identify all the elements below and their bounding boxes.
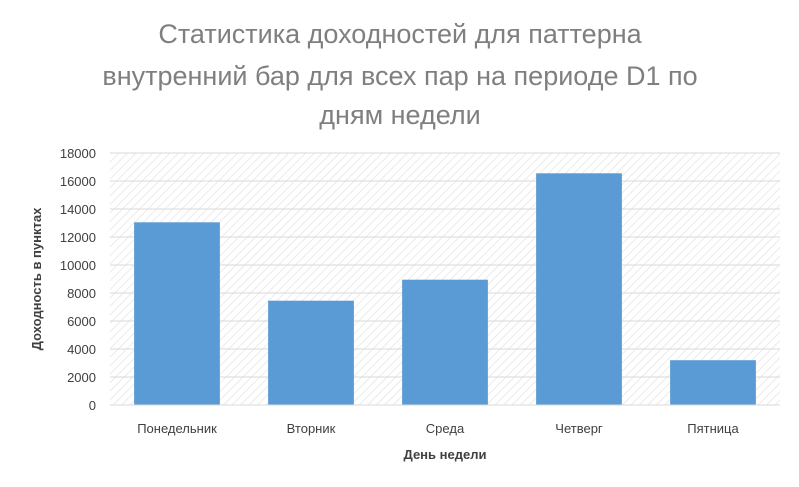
y-tick-label: 10000 — [60, 258, 96, 273]
x-tick-label: Пятница — [687, 421, 739, 436]
y-tick-label: 12000 — [60, 230, 96, 245]
y-tick-label: 4000 — [67, 342, 96, 357]
chart-title: Статистика доходностей для паттерна внут… — [102, 19, 697, 130]
y-tick-label: 6000 — [67, 314, 96, 329]
x-tick-label: Среда — [426, 421, 465, 436]
y-tick-label: 18000 — [60, 146, 96, 161]
bar — [134, 222, 220, 405]
x-axis-tick-labels: Понедельник Вторник Среда Четверг Пятница — [137, 421, 739, 436]
chart-title-line-2: внутренний бар для всех пар на периоде D… — [102, 61, 697, 91]
x-tick-label: Понедельник — [137, 421, 217, 436]
bars — [134, 173, 756, 405]
chart-title-line-3: дням недели — [319, 100, 480, 130]
y-tick-label: 8000 — [67, 286, 96, 301]
bar — [268, 300, 354, 405]
x-axis-label: День недели — [404, 447, 487, 462]
bar — [670, 360, 756, 405]
chart-title-line-1: Статистика доходностей для паттерна — [158, 19, 642, 49]
y-tick-label: 16000 — [60, 174, 96, 189]
bar — [402, 279, 488, 405]
y-tick-label: 14000 — [60, 202, 96, 217]
bar — [536, 173, 622, 405]
y-tick-label: 0 — [89, 398, 96, 413]
y-axis-tick-labels: 0 2000 4000 6000 8000 10000 12000 14000 16000 180… — [60, 146, 96, 413]
y-axis-label: Доходность в пунктах — [29, 207, 44, 350]
x-tick-label: Четверг — [555, 421, 603, 436]
y-tick-label: 2000 — [67, 370, 96, 385]
x-tick-label: Вторник — [287, 421, 336, 436]
